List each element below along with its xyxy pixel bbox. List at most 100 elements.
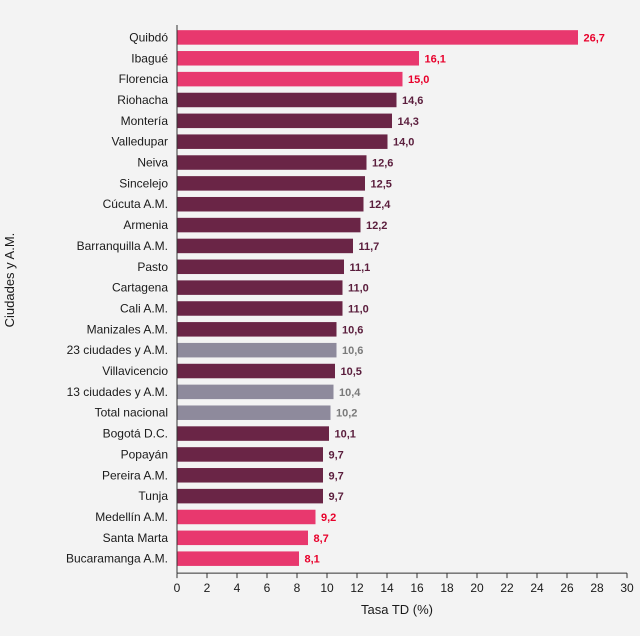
value-label: 10,4 <box>339 387 361 399</box>
bar <box>177 447 323 462</box>
category-label: Sincelejo <box>119 176 168 190</box>
bar <box>177 405 331 420</box>
value-label: 8,7 <box>314 533 329 545</box>
x-tick-label: 20 <box>470 581 484 595</box>
value-label: 10,6 <box>342 345 363 357</box>
bar <box>177 92 397 108</box>
category-label: Florencia <box>119 72 169 86</box>
bar <box>177 71 403 87</box>
value-label: 9,2 <box>321 512 336 524</box>
bar <box>177 509 316 525</box>
x-axis-title: Tasa TD (%) <box>361 602 433 617</box>
x-tick-label: 28 <box>590 581 604 595</box>
bar <box>177 301 343 316</box>
category-label: Armenia <box>123 218 168 232</box>
value-label: 15,0 <box>408 74 429 86</box>
x-axis-ticks: 0 2 4 6 8 10 12 14 16 18 20 22 24 26 28 30 <box>174 573 634 595</box>
x-tick-label: 14 <box>380 581 394 595</box>
value-label: 12,5 <box>371 178 392 190</box>
bar <box>177 217 361 233</box>
x-tick-label: 24 <box>530 581 544 595</box>
bar <box>177 196 364 212</box>
bar <box>177 384 334 400</box>
value-label: 12,4 <box>369 199 391 211</box>
bar <box>177 280 343 295</box>
category-label: Pereira A.M. <box>102 468 168 482</box>
value-label: 14,0 <box>393 137 414 149</box>
bar <box>177 468 323 483</box>
value-label: 26,7 <box>584 32 605 44</box>
bar <box>177 322 337 337</box>
bar <box>177 238 353 254</box>
category-label: Villavicencio <box>102 364 168 378</box>
value-label: 9,7 <box>329 491 344 503</box>
x-tick-label: 30 <box>620 581 634 595</box>
category-label: Cúcuta A.M. <box>103 197 168 211</box>
value-label: 9,7 <box>329 470 344 482</box>
x-tick-label: 12 <box>350 581 364 595</box>
x-tick-label: 18 <box>440 581 454 595</box>
category-label: Tunja <box>138 489 168 503</box>
x-tick-label: 16 <box>410 581 424 595</box>
value-label: 11,7 <box>359 241 380 253</box>
category-label: 13 ciudades y A.M. <box>67 385 168 399</box>
category-labels: Quibdó Ibagué Florencia Riohacha Montería Val… <box>66 30 168 565</box>
category-label: Riohacha <box>117 93 168 107</box>
category-label: Total nacional <box>95 406 168 420</box>
bar <box>177 551 299 566</box>
y-axis-title: Ciudades y A.M. <box>2 233 17 328</box>
category-label: Medellín A.M. <box>95 510 168 524</box>
category-label: Santa Marta <box>103 531 169 545</box>
category-label: Bucaramanga A.M. <box>66 552 168 566</box>
x-tick-label: 22 <box>500 581 514 595</box>
value-label: 10,1 <box>335 429 356 441</box>
value-label: 14,3 <box>398 116 419 128</box>
value-label: 11,0 <box>348 283 369 295</box>
category-label: 23 ciudades y A.M. <box>67 343 168 357</box>
value-label: 9,7 <box>329 449 344 461</box>
x-tick-label: 10 <box>320 581 334 595</box>
value-label: 11,1 <box>350 262 371 274</box>
category-label: Popayán <box>121 447 168 461</box>
bar <box>177 530 308 546</box>
x-tick-label: 4 <box>234 581 241 595</box>
value-labels: 26,7 16,1 15,0 14,6 14,3 14,012,6 12,5 12,4 12,2… <box>305 32 605 565</box>
category-label: Cali A.M. <box>120 301 168 315</box>
x-tick-label: 8 <box>294 581 301 595</box>
bar <box>177 488 323 504</box>
category-label: Manizales A.M. <box>87 322 168 336</box>
bar <box>177 113 392 129</box>
bar <box>177 259 344 275</box>
bar <box>177 51 419 66</box>
category-label: Pasto <box>137 260 168 274</box>
bar <box>177 134 388 149</box>
value-label: 8,1 <box>305 554 320 566</box>
value-label: 12,6 <box>372 158 393 170</box>
category-label: Cartagena <box>112 281 168 295</box>
category-label: Neiva <box>137 156 168 170</box>
value-label: 10,6 <box>342 324 363 336</box>
category-label: Montería <box>121 114 169 128</box>
category-label: Barranquilla A.M. <box>77 239 168 253</box>
x-tick-label: 26 <box>560 581 574 595</box>
bar <box>177 363 335 379</box>
category-label: Valledupar <box>112 135 168 149</box>
bars-group <box>177 30 578 566</box>
bar <box>177 30 578 45</box>
category-label: Quibdó <box>129 30 168 44</box>
value-label: 14,6 <box>402 95 423 107</box>
category-label: Ibagué <box>131 51 168 65</box>
x-tick-label: 0 <box>174 581 181 595</box>
value-label: 10,2 <box>336 408 357 420</box>
x-tick-label: 6 <box>264 581 271 595</box>
category-label: Bogotá D.C. <box>103 427 168 441</box>
bar <box>177 426 329 441</box>
bar <box>177 155 367 170</box>
value-label: 10,5 <box>341 366 362 378</box>
x-tick-label: 2 <box>204 581 211 595</box>
bar <box>177 176 365 191</box>
value-label: 12,2 <box>366 220 387 232</box>
value-label: 16,1 <box>425 53 446 65</box>
value-label: 11,0 <box>348 303 369 315</box>
